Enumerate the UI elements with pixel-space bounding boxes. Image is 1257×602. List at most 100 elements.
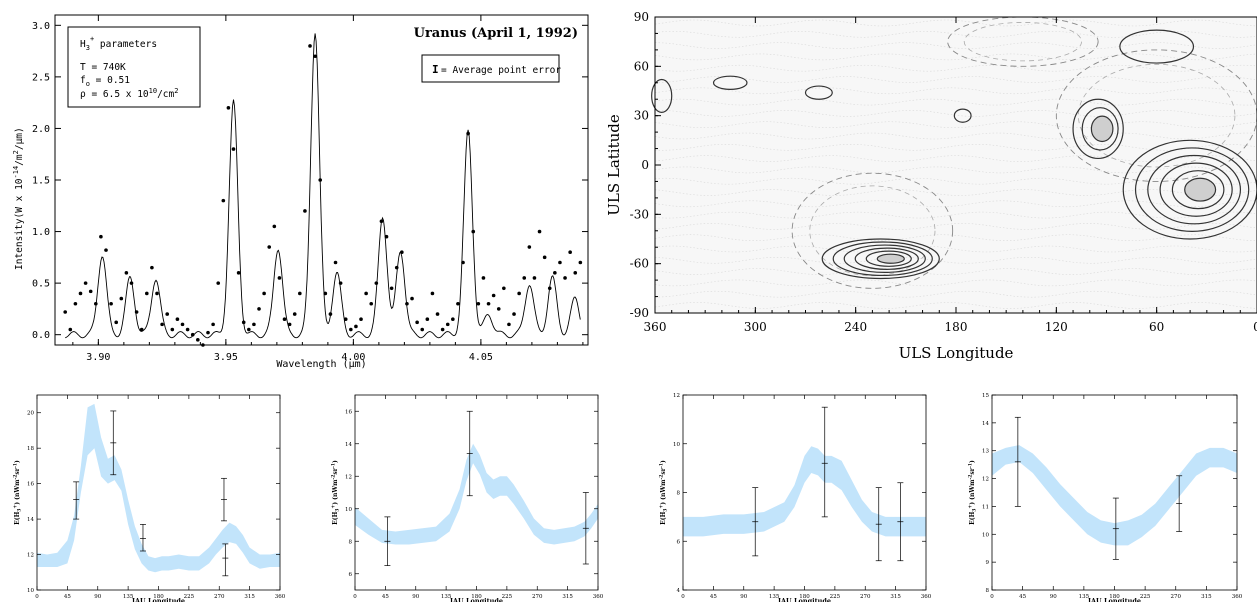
y-axis-label: E(H3+) (nWm-2sr-1) <box>13 460 23 525</box>
data-point <box>405 301 409 306</box>
x-tick-label: 240 <box>844 320 867 334</box>
x-tick-label: 4.00 <box>341 352 365 363</box>
emission-chart-2: 0 45 90 135 180 225 270 315 360 6 8 10 12 14 16 IAU Lon… <box>331 394 604 602</box>
data-point <box>292 312 297 316</box>
y-tick-label: 10 <box>673 442 680 448</box>
data-point <box>568 250 572 254</box>
param-rho-sup: 10 <box>149 87 157 95</box>
data-point <box>139 327 144 332</box>
x-tick-label: 360 <box>1232 594 1243 600</box>
y-label-sup3: -1 <box>659 463 665 468</box>
emission-panel-3: 0 45 90 135 180 225 270 315 360 4 6 8 10 12 IAU Longit… <box>646 380 946 602</box>
plot-frame <box>682 394 927 591</box>
x-tick-label: 360 <box>593 594 604 600</box>
data-point <box>287 322 292 327</box>
emission-panel-4: 0 45 90 135 180 225 270 315 360 8 9 10 11 12 13 14 15 IAU… <box>955 380 1257 602</box>
y-label-unit2: sr <box>332 467 339 474</box>
solid-contour <box>1090 115 1114 143</box>
data-point <box>502 286 506 291</box>
data-point <box>83 281 88 285</box>
solid-contour <box>876 253 905 264</box>
chart-title: Uranus (April 1, 1992) <box>414 26 578 41</box>
x-tick-label: 315 <box>890 594 901 600</box>
y-tick-label: 10 <box>27 588 34 594</box>
param-rho: ρ = 6.5 x 1010/cm2 <box>80 87 178 100</box>
x-tick-label: 0 <box>1253 320 1257 334</box>
y-label-tail: ) (nWm <box>14 479 21 505</box>
data-point <box>512 312 516 316</box>
y-label-sup2: -2 <box>659 475 665 480</box>
y-tick-label: 1.5 <box>32 176 50 187</box>
data-point <box>476 301 481 306</box>
model-band <box>683 446 926 537</box>
data-point <box>129 281 134 285</box>
data-point <box>73 301 78 306</box>
plot-frame <box>991 394 1238 591</box>
y-label-sub: 3 <box>663 509 669 512</box>
y-tick-label: 11 <box>982 504 989 510</box>
data-point <box>94 301 98 306</box>
y-tick-label: 1.0 <box>32 227 50 238</box>
y-tick-label: 2.0 <box>32 124 50 135</box>
data-point <box>277 276 282 280</box>
x-axis-label: Wavelength (μm) <box>276 359 366 370</box>
data-point <box>547 286 552 291</box>
x-tick-label: 315 <box>244 594 255 600</box>
x-tick-label: 0 <box>35 594 39 600</box>
data-point <box>563 276 567 280</box>
y-label-tail: ) (nWm <box>660 479 667 505</box>
data-point <box>231 147 236 151</box>
y-label-exponent: -14 <box>12 166 20 179</box>
x-tick-label: 180 <box>945 320 968 334</box>
x-axis-label: ULS Longitude <box>899 344 1014 362</box>
param-rho-sup2: 2 <box>174 87 178 95</box>
data-point <box>185 327 190 332</box>
data-point <box>257 307 261 311</box>
x-tick-label: 3.90 <box>86 352 110 363</box>
background-faint-contour <box>654 290 1256 298</box>
y-tick-label: -30 <box>630 207 649 221</box>
data-point <box>124 271 129 275</box>
y-tick-label: 18 <box>27 446 34 452</box>
solid-contour <box>1081 107 1119 151</box>
emission-chart-3: 0 45 90 135 180 225 270 315 360 4 6 8 10 12 IAU Longit… <box>659 393 932 602</box>
solid-contour <box>953 108 972 123</box>
data-point <box>400 250 404 254</box>
x-axis-label: IAU Longitude <box>132 597 185 602</box>
map-background <box>654 17 1257 313</box>
data-point <box>170 327 175 332</box>
data-point <box>527 245 532 249</box>
background-faint-contour <box>654 53 1256 61</box>
x-tick-label: 180 <box>799 594 810 600</box>
data-point <box>451 317 455 322</box>
dashed-contour <box>1055 49 1257 182</box>
y-label-sub: 3 <box>972 509 978 512</box>
data-point <box>109 301 113 306</box>
data-point <box>104 248 108 252</box>
data-point <box>374 281 379 285</box>
data-point <box>369 301 374 306</box>
y-axis-label: E(H3+) (nWm-2sr-1) <box>659 460 669 525</box>
y-tick-label: 10 <box>345 507 352 513</box>
background-faint-contour <box>654 64 1256 72</box>
param-f-main: f <box>80 75 86 86</box>
solid-contour <box>1119 29 1195 64</box>
y-tick-label: 6 <box>677 539 681 545</box>
data-point <box>262 291 266 296</box>
plot-frame <box>354 394 599 591</box>
background-faint-contour <box>654 98 1256 106</box>
model-band <box>992 445 1237 546</box>
solid-contour <box>1171 170 1225 210</box>
data-point <box>517 291 521 296</box>
background-faint-contour <box>654 110 1256 117</box>
x-tick-label: 45 <box>382 594 389 600</box>
data-point <box>119 296 124 301</box>
data-point <box>226 106 231 110</box>
model-band <box>355 443 598 545</box>
x-tick-label: 90 <box>412 594 419 600</box>
data-point <box>216 281 221 285</box>
data-point <box>461 260 465 265</box>
solid-contour <box>804 85 833 100</box>
data-point <box>272 224 277 229</box>
y-label-units: /m <box>14 154 25 166</box>
